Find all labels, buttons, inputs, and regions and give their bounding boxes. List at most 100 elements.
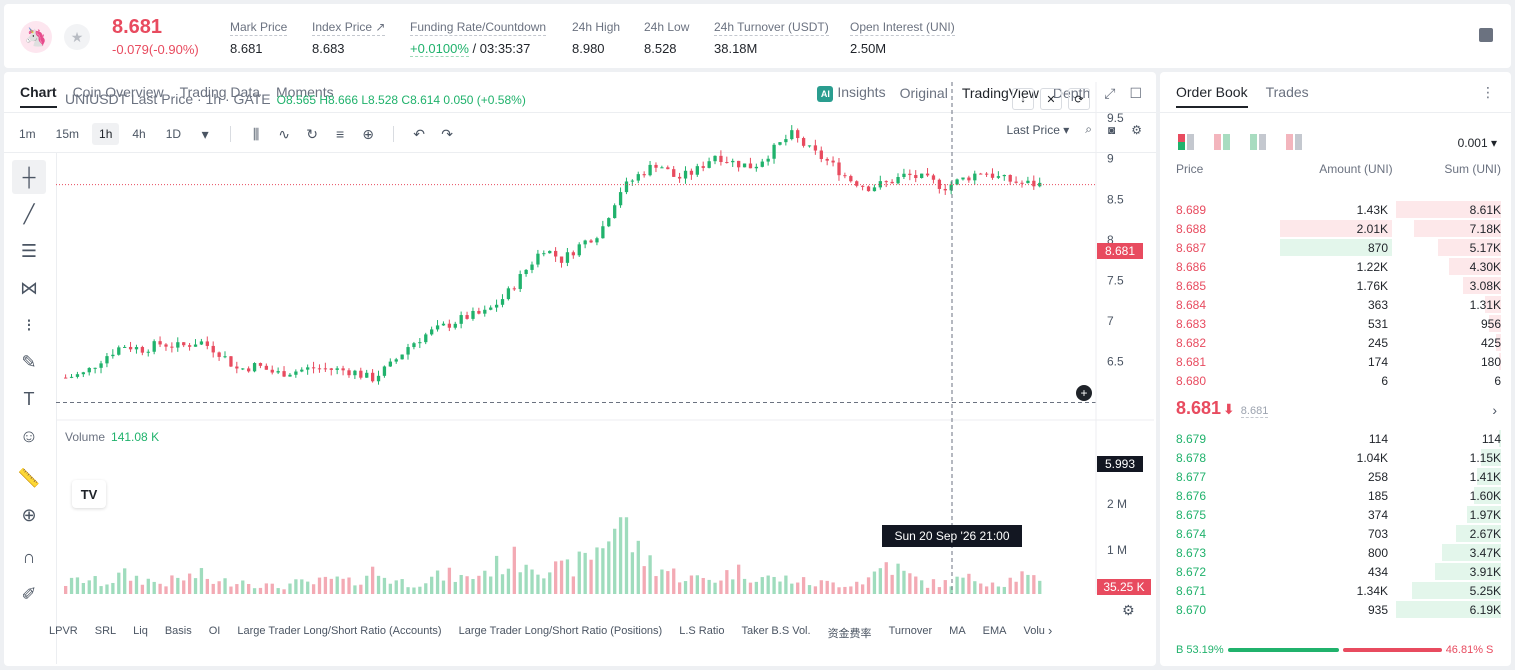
ask-row[interactable]: 8.680 6 6 <box>1176 371 1501 390</box>
prediction-icon[interactable]: ⁝ <box>26 314 32 335</box>
precision-select[interactable]: 0.001 ▾ <box>1457 136 1497 150</box>
candle-type-icon[interactable]: ⫼ <box>252 125 260 142</box>
volume-bar <box>111 582 115 594</box>
indicator-item[interactable]: Turnover <box>888 625 933 637</box>
magnet-icon[interactable]: ∩ <box>22 546 36 567</box>
emoji-icon[interactable]: ☺ <box>19 425 39 446</box>
stat-funding-rate[interactable]: Funding Rate/Countdown +0.0100% / 03:35:… <box>410 18 547 57</box>
mid-price[interactable]: 8.681 ⬇ 8.681 <box>1176 398 1269 419</box>
guide-book-icon[interactable] <box>1479 28 1493 42</box>
tab-tradingview[interactable]: TradingView <box>961 85 1039 101</box>
indicators-icon[interactable]: ∿ <box>278 125 290 142</box>
undo-icon[interactable]: ↶ <box>413 125 425 142</box>
more-icon[interactable]: ⋮ <box>1481 84 1495 100</box>
ask-row[interactable]: 8.682 245 425 <box>1176 333 1501 352</box>
view-both-icon[interactable] <box>1178 134 1194 150</box>
add-alert-plus-icon[interactable]: + <box>1076 385 1092 401</box>
ask-row[interactable]: 8.689 1.43K 8.61K <box>1176 200 1501 219</box>
ask-row[interactable]: 8.683 531 956 <box>1176 314 1501 333</box>
ruler-icon[interactable]: 📏 <box>17 467 41 488</box>
stat-mark-price[interactable]: Mark Price 8.681 <box>230 18 288 56</box>
chevron-right-icon[interactable]: › <box>1492 402 1497 418</box>
stat-index-price[interactable]: Index Price ↗ 8.683 <box>312 18 386 56</box>
bid-row[interactable]: 8.676 185 1.60K <box>1176 486 1501 505</box>
lock-drawing-icon[interactable]: ✐ <box>21 583 37 604</box>
bid-row[interactable]: 8.674 703 2.67K <box>1176 524 1501 543</box>
trend-line-icon[interactable]: ╱ <box>23 203 35 224</box>
tab-original[interactable]: Original <box>899 85 948 101</box>
scroll-down-icon[interactable]: ↓ <box>1012 88 1034 110</box>
indicator-item[interactable]: Taker B.S Vol. <box>741 625 811 637</box>
price-chart[interactable]: 9.598.587.576.52 M1 M151617181920 <box>56 82 1154 594</box>
bid-row[interactable]: 8.677 258 1.41K <box>1176 467 1501 486</box>
chevron-right-icon[interactable]: › <box>1048 623 1053 638</box>
indicator-item[interactable]: EMA <box>982 625 1007 637</box>
indicator-item[interactable]: Large Trader Long/Short Ratio (Positions… <box>458 625 663 637</box>
indicator-item[interactable]: Large Trader Long/Short Ratio (Accounts) <box>237 625 442 637</box>
view-asks-icon[interactable] <box>1286 134 1302 150</box>
fullscreen-icon[interactable]: ☐ <box>1129 84 1142 101</box>
indicator-item[interactable]: Liq <box>133 625 148 637</box>
interval-1m[interactable]: 1m <box>19 127 36 141</box>
bid-row[interactable]: 8.672 434 3.91K <box>1176 562 1501 581</box>
stat-24h-turnover[interactable]: 24h Turnover (USDT) 38.18M <box>714 18 829 56</box>
ask-row[interactable]: 8.687 870 5.17K <box>1176 238 1501 257</box>
tab-insights[interactable]: AI Insights <box>817 84 886 102</box>
tab-moments[interactable]: Moments <box>276 84 334 100</box>
redo-icon[interactable]: ↷ <box>441 125 453 142</box>
indicator-item[interactable]: Basis <box>164 625 192 637</box>
expand-icon[interactable]: ⤢ <box>1104 84 1116 101</box>
bid-row[interactable]: 8.673 800 3.47K <box>1176 543 1501 562</box>
pattern-icon[interactable]: ⋈ <box>20 277 38 298</box>
chart-settings-icon[interactable]: ⚙ <box>1122 602 1135 618</box>
crosshair-icon[interactable]: ┼ <box>12 160 46 194</box>
bid-row[interactable]: 8.675 374 1.97K <box>1176 505 1501 524</box>
indicator-item[interactable]: SRL <box>94 625 117 637</box>
price-type-select[interactable]: Last Price ▾ <box>1006 122 1070 137</box>
fib-icon[interactable]: ☰ <box>20 240 38 261</box>
tradingview-logo-icon[interactable]: TV <box>72 480 106 508</box>
add-alert-icon[interactable]: ⊕ <box>362 125 374 142</box>
text-icon[interactable]: T <box>23 388 35 409</box>
view-split-icon[interactable] <box>1214 134 1230 150</box>
tab-trades[interactable]: Trades <box>1265 84 1309 100</box>
ask-row[interactable]: 8.685 1.76K 3.08K <box>1176 276 1501 295</box>
reset-scale-icon[interactable]: ⟳ <box>1068 88 1090 110</box>
search-icon[interactable]: ⌕ <box>1085 122 1092 136</box>
tab-depth[interactable]: Depth <box>1052 85 1091 101</box>
indicator-item[interactable]: OI <box>208 625 221 637</box>
interval-1h[interactable]: 1h <box>92 123 120 145</box>
interval-4h[interactable]: 4h <box>132 127 146 141</box>
bid-row[interactable]: 8.670 935 6.19K <box>1176 600 1501 619</box>
ask-row[interactable]: 8.686 1.22K 4.30K <box>1176 257 1501 276</box>
collapse-icon[interactable]: ✕ <box>1040 88 1062 110</box>
zoom-icon[interactable]: ⊕ <box>21 504 37 525</box>
tab-coin-overview[interactable]: Coin Overview <box>72 84 164 100</box>
camera-icon[interactable]: ◙ <box>1107 122 1116 137</box>
tab-trading-data[interactable]: Trading Data <box>179 84 261 100</box>
stat-open-interest[interactable]: Open Interest (UNI) 2.50M <box>850 18 955 56</box>
row-price: 8.689 <box>1176 202 1207 217</box>
ask-row[interactable]: 8.681 174 180 <box>1176 352 1501 371</box>
indicator-item[interactable]: Volu <box>1023 625 1045 637</box>
bid-row[interactable]: 8.671 1.34K 5.25K <box>1176 581 1501 600</box>
tab-order-book[interactable]: Order Book <box>1176 84 1248 108</box>
bid-row[interactable]: 8.678 1.04K 1.15K <box>1176 448 1501 467</box>
favorite-star-icon[interactable]: ★ <box>64 24 90 50</box>
indicator-item[interactable]: 资金费率 <box>827 628 872 640</box>
indicator-item[interactable]: MA <box>949 625 966 637</box>
interval-15m[interactable]: 15m <box>55 127 80 141</box>
gear-icon[interactable]: ⚙ <box>1131 122 1142 137</box>
tab-chart[interactable]: Chart <box>20 84 57 108</box>
view-bids-icon[interactable] <box>1250 134 1266 150</box>
bid-row[interactable]: 8.679 114 114 <box>1176 429 1501 448</box>
ask-row[interactable]: 8.688 2.01K 7.18K <box>1176 219 1501 238</box>
templates-icon[interactable]: ≡ <box>335 126 345 142</box>
ask-row[interactable]: 8.684 363 1.31K <box>1176 295 1501 314</box>
brush-icon[interactable]: ✎ <box>21 351 37 372</box>
indicator-item[interactable]: L.S Ratio <box>679 625 725 637</box>
interval-dropdown-icon[interactable]: ▾ <box>201 125 209 142</box>
indicator-item[interactable]: LPVR <box>49 625 78 637</box>
interval-1d[interactable]: 1D <box>165 127 182 141</box>
replay-icon[interactable]: ↻ <box>306 125 318 142</box>
